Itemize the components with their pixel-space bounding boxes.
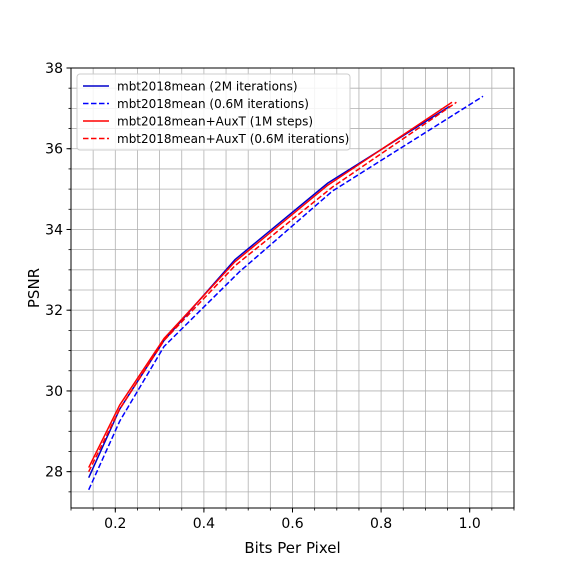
legend-label-3: mbt2018mean+AuxT (1M steps) bbox=[117, 115, 313, 129]
legend: mbt2018mean (2M iterations) mbt2018mean (… bbox=[76, 73, 351, 151]
y-tick-label: 32 bbox=[45, 303, 63, 319]
x-tick-label: 0.2 bbox=[104, 516, 126, 532]
x-tick-label: 0.6 bbox=[281, 516, 303, 532]
series-line-2 bbox=[88, 95, 484, 491]
y-tick-label: 34 bbox=[45, 222, 63, 238]
x-tick-label: 1.0 bbox=[459, 516, 481, 532]
y-axis-label: PSNR bbox=[25, 268, 43, 308]
x-tick-label: 0.4 bbox=[193, 516, 215, 532]
series-line-3 bbox=[88, 101, 453, 468]
axis-ticks: 0.2 0.4 0.6 0.8 1.0 28 30 32 34 36 38 bbox=[45, 61, 515, 532]
y-tick-label: 28 bbox=[45, 465, 63, 481]
y-tick-label: 30 bbox=[45, 384, 63, 400]
x-tick-label: 0.8 bbox=[370, 516, 392, 532]
x-axis-label: Bits Per Pixel bbox=[244, 539, 340, 557]
legend-label-4: mbt2018mean+AuxT (0.6M iterations) bbox=[117, 132, 349, 146]
y-tick-label: 38 bbox=[45, 61, 63, 77]
legend-box bbox=[76, 73, 351, 151]
series-line-4 bbox=[88, 101, 457, 473]
series-lines bbox=[88, 95, 484, 491]
series-line-1 bbox=[88, 105, 451, 479]
legend-label-2: mbt2018mean (0.6M iterations) bbox=[117, 97, 309, 111]
legend-label-1: mbt2018mean (2M iterations) bbox=[117, 80, 298, 94]
y-tick-label: 36 bbox=[45, 142, 63, 158]
